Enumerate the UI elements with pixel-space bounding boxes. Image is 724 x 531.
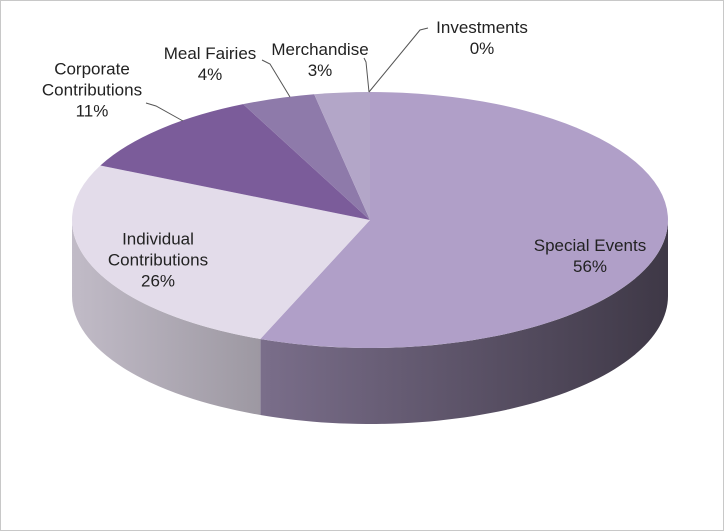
- category-label: Merchandise: [271, 40, 369, 59]
- slice-label: Corporate Contributions 11%: [32, 59, 152, 122]
- value-label: 26%: [140, 271, 176, 291]
- value-label: 0%: [469, 39, 495, 58]
- category-label: Corporate Contributions: [41, 59, 143, 100]
- leader-line: [368, 27, 429, 93]
- leader-lines: [145, 27, 429, 122]
- slice-label: Investments 0%: [422, 17, 542, 59]
- slice-side: [260, 220, 668, 424]
- category-label: Individual Contributions: [107, 229, 209, 270]
- pie-slice: [314, 92, 370, 220]
- slice-side: [72, 220, 261, 416]
- leader-line: [363, 57, 370, 93]
- slice-label: Merchandise 3%: [260, 39, 380, 81]
- value-label: 11%: [75, 101, 109, 121]
- pie-slice: [100, 104, 370, 220]
- pie-slice: [71, 165, 370, 340]
- value-label: 56%: [572, 257, 608, 276]
- category-label: Meal Fairies: [163, 44, 257, 63]
- leader-line: [145, 102, 184, 122]
- pie-slice: [260, 92, 668, 348]
- pie-slice: [243, 94, 370, 220]
- category-label: Investments: [436, 18, 528, 37]
- slice-label: Special Events 56%: [510, 235, 670, 277]
- slice-label: Individual Contributions 26%: [98, 229, 218, 292]
- leader-line: [261, 59, 291, 98]
- category-label: Special Events: [533, 236, 647, 255]
- value-label: 3%: [307, 61, 333, 80]
- slice-label: Meal Fairies 4%: [150, 43, 270, 85]
- value-label: 4%: [197, 65, 223, 84]
